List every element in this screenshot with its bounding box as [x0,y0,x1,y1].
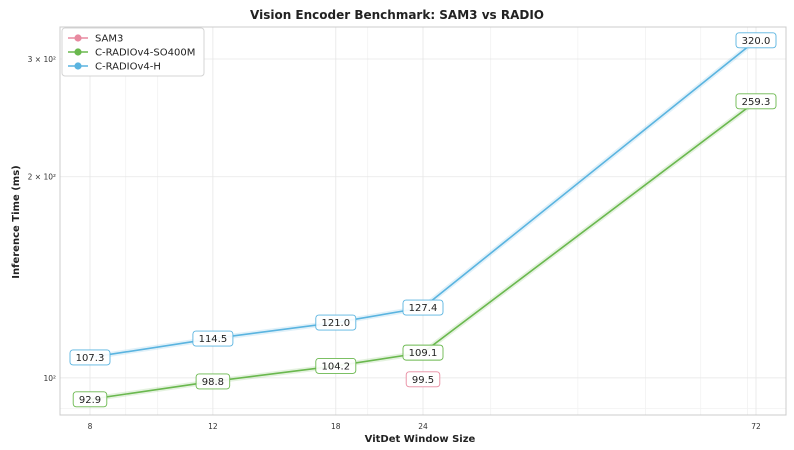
x-axis-label: VitDet Window Size [365,434,476,445]
data-label-box-c-radiov4-h [315,314,357,331]
x-tick-label: 72 [751,422,761,431]
data-label-c-radiov4-h: 107.3 [76,353,105,364]
legend-frame [61,27,205,77]
data-label-c-radiov4-h: 114.5 [199,334,228,345]
data-label-box-c-radiov4-so400m [402,344,444,361]
x-tick-label: 24 [418,422,428,431]
y-tick-label: 2 × 10² [28,173,56,182]
x-tick-label: 18 [331,422,341,431]
data-label-c-radiov4-so400m: 109.1 [409,348,438,359]
y-tick-label: 3 × 10² [28,55,56,64]
data-label-c-radiov4-h: 127.4 [409,303,438,314]
data-label-box-c-radiov4-so400m [195,373,231,390]
data-label-box-c-radiov4-h [735,32,777,49]
chart-title: Vision Encoder Benchmark: SAM3 vs RADIO [250,8,544,22]
legend-label-c-radiov4-h: C-RADIOv4-H [95,62,161,73]
data-label-box-c-radiov4-so400m [72,391,108,408]
data-label-sam3: 99.5 [412,375,434,386]
data-label-box-c-radiov4-so400m [315,358,357,374]
y-tick-label: 10² [43,374,56,383]
legend-label-sam3: SAM3 [95,34,123,45]
data-label-c-radiov4-h: 320.0 [742,36,771,47]
legend-marker-c-radiov4-so400m [74,48,82,56]
data-labels: 99.5 92.9 98.8 104.2 109.1 259.3 107.3 114.5 121… [69,32,777,408]
data-label-c-radiov4-so400m: 104.2 [321,362,350,373]
data-label-c-radiov4-so400m: 92.9 [79,395,101,406]
data-label-box-c-radiov4-so400m [735,93,777,110]
data-label-box-sam3 [405,371,441,388]
legend-label-c-radiov4-so400m: C-RADIOv4-SO400M [95,48,195,59]
legend-marker-c-radiov4-h [74,62,82,70]
data-label-box-c-radiov4-h [192,330,234,347]
plot-frame [59,26,787,416]
y-axis-label: Inference Time (ms) [11,165,22,278]
data-label-c-radiov4-so400m: 98.8 [202,377,224,388]
data-label-c-radiov4-so400m: 259.3 [742,97,771,108]
legend: SAM3 C-RADIOv4-SO400M C-RADIOv4-H [61,27,205,77]
axis-ticks: 8 12 18 24 72 10² 2 × 10² 3 × 10² [28,55,761,431]
x-tick-label: 8 [88,422,93,431]
data-label-c-radiov4-h: 121.0 [321,318,350,329]
data-label-box-c-radiov4-h [69,349,111,366]
legend-marker-sam3 [74,34,82,42]
x-tick-label: 12 [208,422,218,431]
data-label-box-c-radiov4-h [402,299,444,316]
